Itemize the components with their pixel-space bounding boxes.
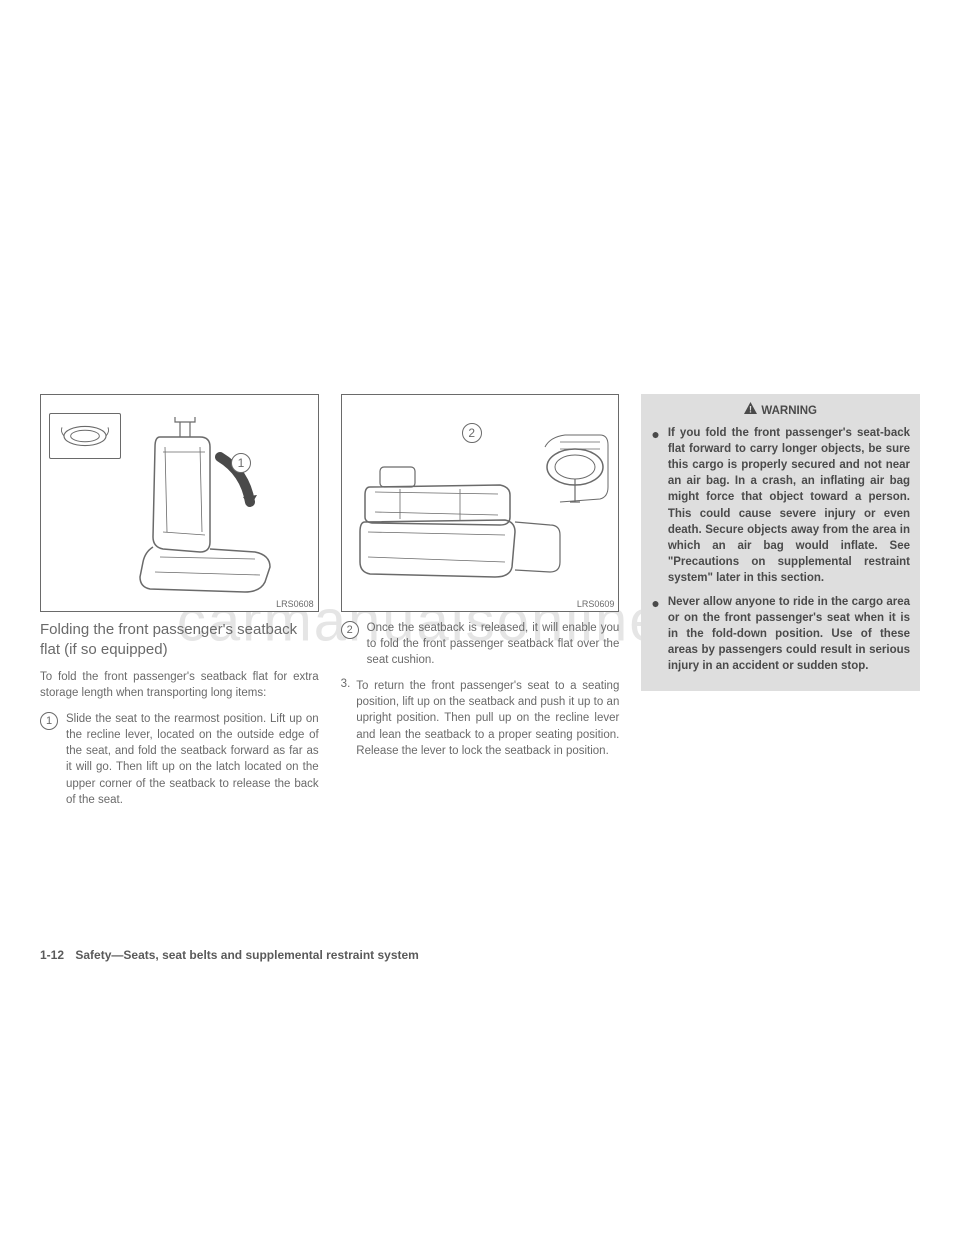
step-1: 1 Slide the seat to the rearmost positio… [40, 711, 319, 808]
figure-label-1: LRS0608 [276, 599, 314, 609]
figure-seat-flat: 2 LRS0609 [341, 394, 620, 612]
step-1-num: 1 [40, 712, 58, 730]
bullet-icon: ● [651, 596, 659, 674]
column-2: 2 LRS0609 2 Once the seatback is release… [341, 394, 620, 818]
step-3-num: 3. [341, 678, 351, 758]
step-2-num: 2 [341, 621, 359, 639]
warning-item-2: ● Never allow anyone to ride in the carg… [651, 594, 910, 674]
figure-callout-2: 2 [462, 423, 482, 443]
seat-drawing-icon [125, 407, 315, 602]
step-2-text: Once the seatback is released, it will e… [367, 620, 620, 668]
warning-1-text: If you fold the front passenger's seat-b… [668, 425, 910, 586]
step-3: 3. To return the front passenger's seat … [341, 678, 620, 758]
warning-2-text: Never allow anyone to ride in the cargo … [668, 594, 910, 674]
step-1-text: Slide the seat to the rearmost position.… [66, 711, 319, 808]
step-2: 2 Once the seatback is released, it will… [341, 620, 620, 668]
warning-triangle-icon: ! [744, 402, 757, 419]
figure-seat-upright: 1 LRS0608 [40, 394, 319, 612]
figure-inset-latch [49, 413, 121, 459]
column-3: ! WARNING ● If you fold the front passen… [641, 394, 920, 818]
seat-flat-drawing-icon [350, 407, 614, 602]
section-heading: Folding the front passenger's seatback f… [40, 620, 319, 659]
page-footer: 1-12 Safety—Seats, seat belts and supple… [40, 948, 419, 962]
footer-section-title: Safety—Seats, seat belts and supplementa… [75, 948, 418, 962]
warning-item-1: ● If you fold the front passenger's seat… [651, 425, 910, 586]
warning-label: WARNING [761, 403, 817, 419]
intro-text: To fold the front passenger's seatback f… [40, 669, 319, 701]
figure-callout-1: 1 [231, 453, 251, 473]
bullet-icon: ● [651, 427, 659, 586]
warning-box: ! WARNING ● If you fold the front passen… [641, 394, 920, 691]
step-3-text: To return the front passenger's seat to … [356, 678, 619, 758]
warning-header: ! WARNING [651, 402, 910, 419]
svg-text:!: ! [749, 405, 752, 415]
page-content: 1 LRS0608 Folding the front passenger's … [40, 394, 920, 818]
page-number: 1-12 [40, 948, 64, 962]
column-1: 1 LRS0608 Folding the front passenger's … [40, 394, 319, 818]
figure-label-2: LRS0609 [577, 599, 615, 609]
